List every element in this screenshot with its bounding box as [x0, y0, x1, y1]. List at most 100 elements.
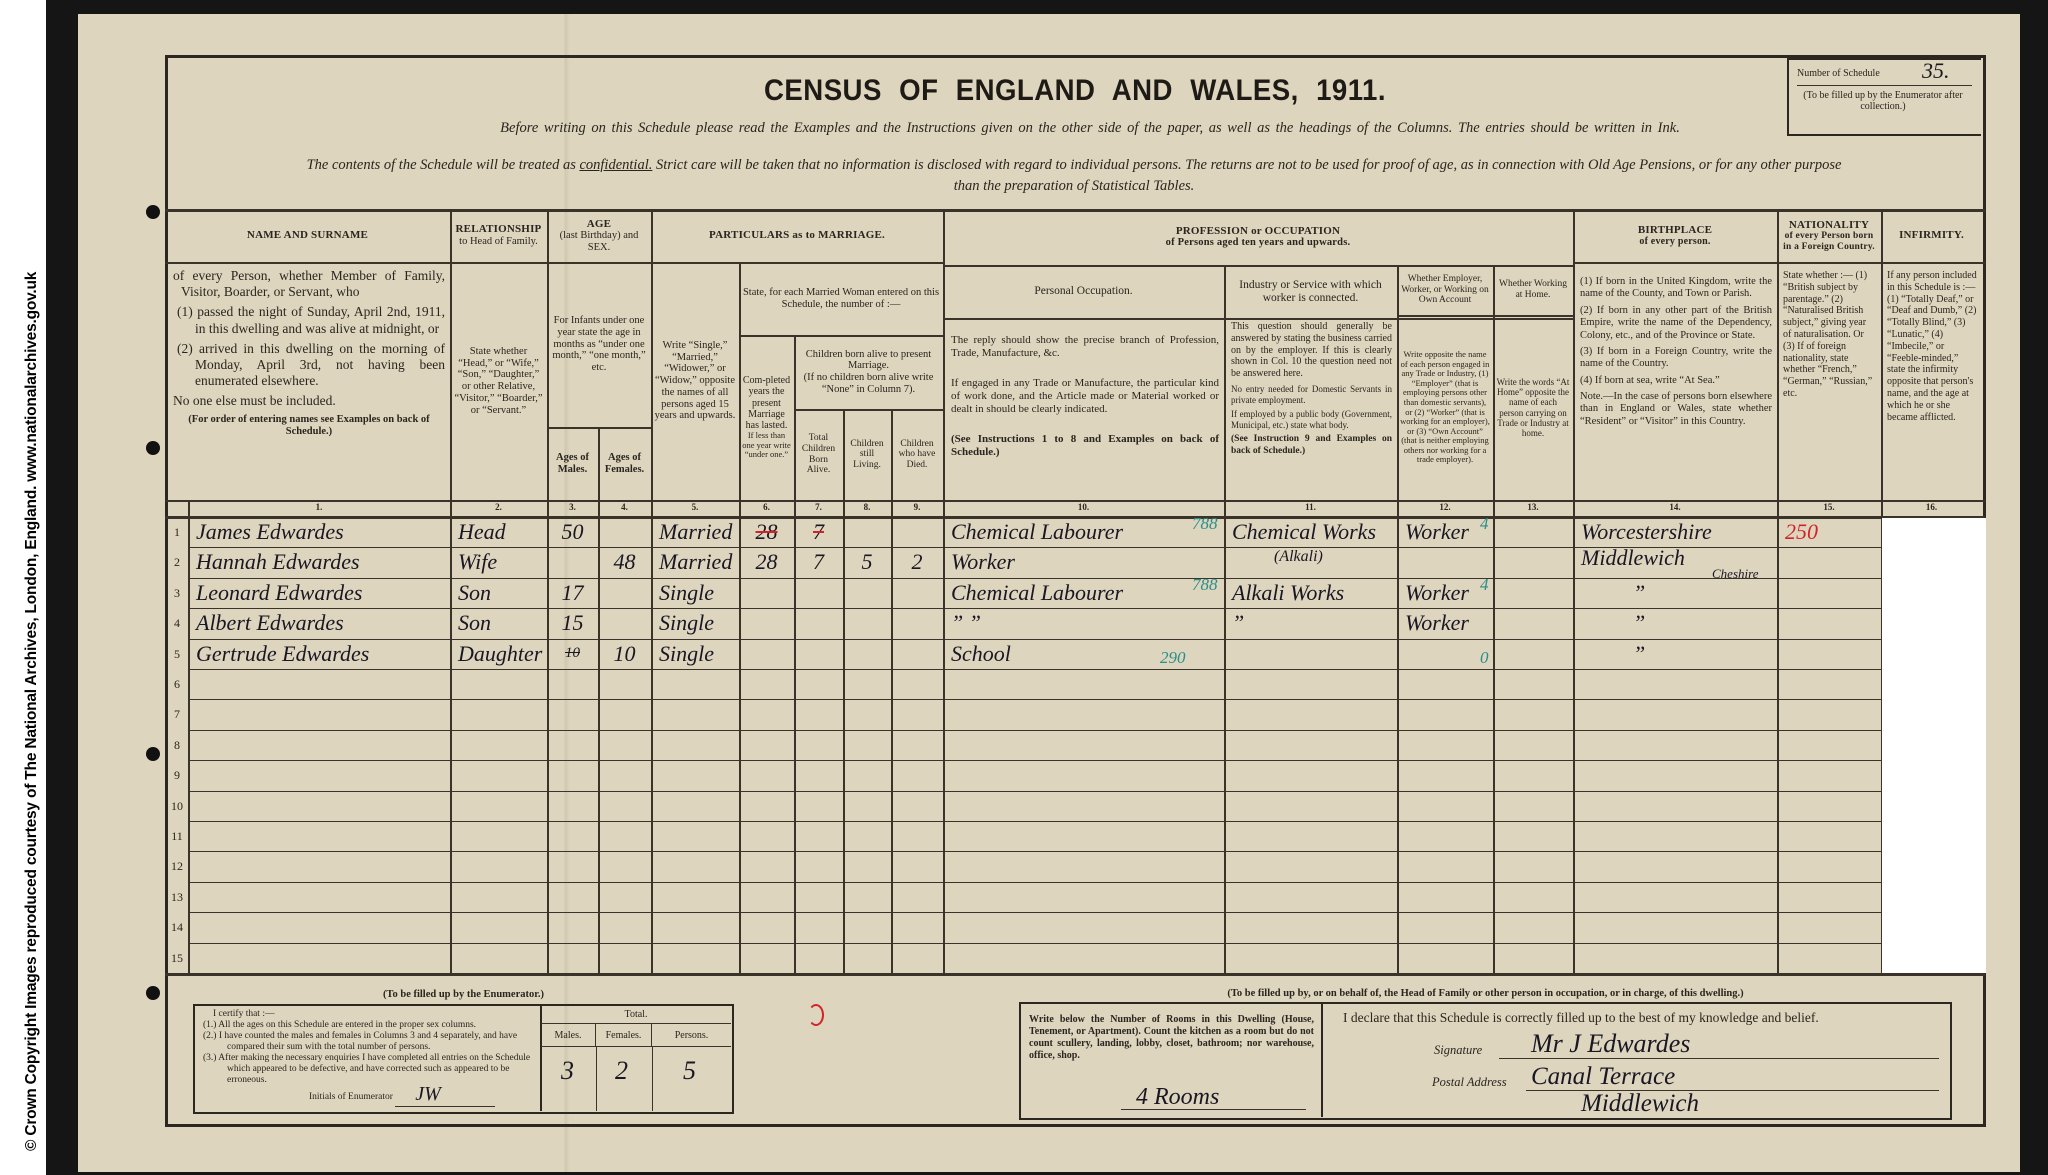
- grid-line: [188, 882, 1985, 884]
- nat-sub: of every Person born in a Foreign Countr…: [1783, 231, 1875, 252]
- grid-line: [188, 851, 1985, 853]
- name-ins-5: (For order of entering names see Example…: [188, 413, 430, 438]
- column-number: 16.: [1925, 502, 1938, 512]
- grid-line: [1573, 262, 1985, 264]
- grid-line: [188, 608, 1985, 610]
- column-number: 14.: [1669, 502, 1681, 512]
- row-number: 6: [174, 677, 180, 691]
- cell-birthplace: Worcestershire: [1581, 519, 1712, 544]
- postal-address-line2: Middlewich: [1581, 1090, 1700, 1117]
- cell-birthplace: Middlewich: [1581, 545, 1685, 571]
- column-number: 13.: [1527, 502, 1539, 512]
- cell-condition: Single: [659, 610, 714, 636]
- grid-line: [1777, 209, 1779, 973]
- personal-ins-2: If engaged in any Trade or Manufacture, …: [951, 376, 1219, 415]
- postal-address-label: Postal Address: [1432, 1075, 1507, 1089]
- column-number: 10.: [1077, 502, 1090, 512]
- cell-birthplace: ”: [1633, 640, 1646, 666]
- row-number: 8: [174, 737, 180, 752]
- header-age: AGE (last Birthday) and SEX.: [547, 209, 651, 262]
- grid-line: [188, 547, 1985, 549]
- cell-employment: Worker: [1405, 579, 1469, 605]
- cell-relationship: Head: [458, 519, 506, 544]
- postal-address-line1: Canal Terrace: [1531, 1063, 1676, 1090]
- header-nationality: NATIONALITY of every Person born in a For…: [1777, 209, 1881, 262]
- cell-years-married: 28: [755, 549, 778, 575]
- total-persons: 5: [683, 1056, 696, 1085]
- years-ins: Com-pleted years the present Marriage ha…: [742, 375, 791, 431]
- condition-instructions: Write “Single,” “Married,” “Widower,” or…: [654, 339, 736, 422]
- cell-age-male: 15: [561, 610, 584, 636]
- signature-label: Signature: [1434, 1043, 1483, 1057]
- relationship-instructions: State whether “Head,” or “Wife,” “Son,” …: [454, 345, 543, 416]
- header-employer: Whether Employer, Worker, or Working on …: [1401, 274, 1489, 306]
- grid-line: [1397, 315, 1573, 317]
- punch-hole: [146, 441, 160, 455]
- grid-line: [794, 335, 796, 973]
- employer-instructions: Write opposite the name of each person e…: [1400, 349, 1490, 465]
- years-ins-2: If less than one year write “under one.”: [742, 430, 791, 460]
- row-number: 14: [171, 920, 183, 935]
- punch-hole: [146, 747, 160, 761]
- confidential-post: Strict care will be taken that no inform…: [652, 157, 1842, 173]
- certify-2: (2.) I have counted the males and female…: [203, 1030, 518, 1052]
- cell-condition: Single: [659, 579, 714, 605]
- grid-line: [188, 699, 1985, 701]
- grid-line: [943, 318, 1573, 320]
- grid-line: [1397, 265, 1399, 973]
- children-sub: (If no children born alive write “None” …: [803, 372, 934, 395]
- grid-line: [188, 730, 1985, 732]
- grid-line: [943, 265, 1573, 267]
- grid-line: [739, 335, 943, 337]
- column-number: 7.: [815, 502, 822, 512]
- grid-line: [1493, 265, 1495, 973]
- occ-title: PROFESSION or OCCUPATION: [1175, 224, 1341, 237]
- cell-children-died: 2: [911, 549, 923, 575]
- children-head: Children born alive to present Marriage.: [805, 348, 932, 372]
- cell-nationality: 250: [1785, 519, 1818, 544]
- age-title: AGE: [586, 217, 612, 230]
- grid-line: [165, 262, 943, 264]
- cell-name: Leonard Edwardes: [196, 579, 363, 605]
- column-number: 6.: [763, 502, 770, 512]
- header-marriage: PARTICULARS as to MARRIAGE.: [651, 209, 943, 262]
- instructions-line: Before writing on this Schedule please r…: [500, 120, 1680, 136]
- cell-employment: Worker: [1405, 610, 1469, 636]
- industry-instructions: This question should generally be answer…: [1226, 319, 1397, 500]
- cell-children-born: 7: [813, 519, 824, 544]
- cell-relationship: Son: [458, 579, 491, 605]
- males-label: Males.: [541, 1024, 596, 1047]
- schedule-number-label: Number of Schedule: [1797, 68, 1880, 79]
- rooms-count: 4 Rooms: [1136, 1084, 1220, 1110]
- age-instructions: For Infants under one year state the age…: [552, 315, 646, 374]
- females-label: Females.: [596, 1024, 652, 1047]
- initials-label: Initials of Enumerator: [309, 1092, 393, 1103]
- grid-line: [188, 669, 1985, 671]
- row-number: 9: [174, 768, 180, 783]
- row-number: 3: [174, 585, 180, 600]
- copyright-credit: © Crown Copyright Images reproduced cour…: [23, 271, 40, 1151]
- column-number: 15.: [1823, 502, 1835, 512]
- industry-ins-2: No entry needed for Domestic Servants in…: [1231, 383, 1392, 405]
- grid-line: [450, 209, 452, 973]
- row-number: 10: [171, 798, 183, 813]
- nationality-instructions: State whether :— (1) “British subject by…: [1783, 270, 1873, 399]
- confidential-line-2: than the preparation of Statistical Tabl…: [953, 178, 1195, 194]
- column-number: 3.: [569, 502, 576, 512]
- cell-name: Hannah Edwardes: [196, 549, 360, 575]
- birthplace-instructions: (1) If born in the United Kingdom, write…: [1575, 272, 1777, 500]
- cell-industry: Alkali Works: [1232, 579, 1345, 605]
- confidential-pre: The contents of the Schedule will be tre…: [306, 157, 580, 173]
- cell-occupation: School: [951, 640, 1011, 666]
- occupation-code: 788: [1192, 574, 1218, 594]
- grid-line: [165, 209, 1985, 212]
- cell-occupation: Worker: [951, 549, 1015, 575]
- enumerator-heading: (To be filled up by the Enumerator.): [382, 989, 545, 1001]
- rel-sub: to Head of Family.: [459, 235, 538, 247]
- industry-ins-4: (See Instruction 9 and Examples on back …: [1231, 434, 1392, 456]
- name-ins-4: No one else must be included.: [173, 393, 336, 409]
- employment-code: 0: [1480, 647, 1489, 667]
- column-number: 12.: [1439, 502, 1451, 512]
- birth-sub: of every person.: [1639, 236, 1711, 248]
- header-children-died: Children who have Died.: [898, 438, 936, 470]
